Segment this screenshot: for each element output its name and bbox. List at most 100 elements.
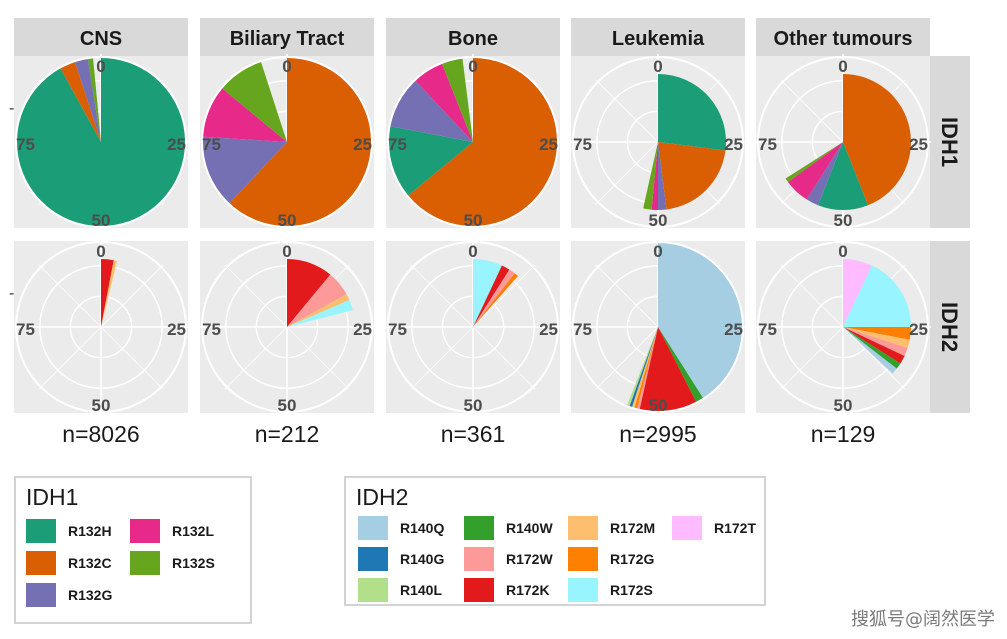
sample-size-label: n=8026 (62, 421, 139, 447)
pie-slice (843, 327, 910, 349)
angle-tick-label: 25 (353, 320, 372, 339)
pie-slice (843, 74, 911, 206)
angle-tick-label: 75 (388, 320, 407, 339)
legend-swatch (672, 516, 702, 540)
pie-slice (473, 265, 510, 327)
facet-strip-row (930, 56, 970, 228)
sample-size-label: n=361 (441, 421, 506, 447)
idh2-legend: IDH2 R140Q R140G R140L R140W R172W R172K… (344, 476, 766, 606)
pie-slice (441, 57, 473, 142)
facet-strip-label: Leukemia (612, 28, 705, 50)
angle-gridline-minor (410, 326, 474, 390)
angle-tick-label: 75 (16, 135, 35, 154)
pie-slice (634, 327, 658, 410)
legend-item-r132s: R132S (130, 551, 215, 575)
angle-tick-label: 50 (278, 396, 297, 415)
pie-slice (228, 57, 372, 228)
angle-tick-label: 75 (573, 135, 592, 154)
angle-tick-label: 75 (202, 320, 221, 339)
faceted-pie-chart: CNS Biliary Tract Bone Leukemia Other tumour… (9, 18, 970, 447)
angle-tick-label: 25 (724, 320, 743, 339)
angle-tick-label: 0 (96, 57, 105, 76)
pie-slice (101, 259, 114, 327)
legend-swatch (464, 547, 494, 571)
legend-label: R140Q (400, 520, 445, 536)
angle-tick-label: 0 (282, 242, 291, 261)
pie-slice (843, 327, 905, 364)
legend-swatch (568, 578, 598, 602)
legend-item-r140l: R140L (358, 578, 442, 602)
angle-tick-label: 75 (758, 135, 777, 154)
pie-slice (843, 327, 908, 356)
outer-gridline (757, 56, 929, 228)
pie-slice (60, 61, 101, 142)
angle-tick-label: 75 (202, 135, 221, 154)
angle-tick-label: 50 (464, 211, 483, 230)
legend-item-r132g: R132G (26, 583, 112, 607)
legend-swatch (568, 516, 598, 540)
legend-item-r172w: R172W (464, 547, 553, 571)
pie-slice (639, 327, 697, 412)
pie-slice (843, 327, 901, 369)
legend-item-r132l: R132L (130, 519, 214, 543)
angle-tick-label: 0 (653, 57, 662, 76)
pie-slice (843, 327, 897, 374)
facet-strip-label: IDH2 (937, 302, 962, 352)
angle-tick-label: 25 (909, 135, 928, 154)
angle-gridline-minor (595, 326, 659, 390)
legend-label: R172S (610, 582, 653, 598)
angle-tick-label: 0 (653, 242, 662, 261)
pie-slice (388, 126, 473, 197)
pie-slice (631, 327, 658, 409)
angle-gridline-minor (38, 264, 102, 328)
idh1-legend: IDH1 R132H R132C R132G R132L R132S (14, 476, 252, 624)
angle-tick-label: 75 (388, 135, 407, 154)
pie-slice (626, 327, 658, 407)
legend-item-r140g: R140G (358, 547, 444, 571)
angle-gridline-minor (595, 264, 659, 328)
angle-gridline-minor (100, 326, 164, 390)
angle-tick-label: 25 (539, 135, 558, 154)
legend-item-r140q: R140Q (358, 516, 444, 540)
legend-item-r172g: R172G (568, 547, 654, 571)
outer-gridline (387, 56, 559, 228)
pie-slice (287, 299, 353, 327)
pie-slice (87, 57, 101, 142)
angle-gridline-minor (224, 264, 288, 328)
sample-size-label: n=212 (255, 421, 320, 447)
pie-slice (817, 142, 869, 210)
outer-gridline (757, 241, 929, 413)
pie-slice (287, 294, 350, 327)
legend-label: R132G (68, 587, 113, 603)
legend-swatch (464, 516, 494, 540)
angle-tick-label: 0 (282, 57, 291, 76)
legend-item-r140w: R140W (464, 516, 553, 540)
legend-label: R140L (400, 582, 443, 598)
outer-gridline (15, 241, 187, 413)
angle-tick-label: 0 (838, 242, 847, 261)
angle-tick-label: 50 (649, 396, 668, 415)
legend-label: R172G (610, 551, 655, 567)
angle-tick-label: 0 (468, 57, 477, 76)
angle-tick-label: 25 (539, 320, 558, 339)
angle-tick-label: 0 (96, 242, 105, 261)
legend-label: R132L (172, 523, 215, 539)
angle-gridline-minor (38, 326, 102, 390)
pie-slice (785, 142, 843, 182)
pie-slice (843, 327, 912, 340)
angle-gridline-minor (595, 141, 659, 205)
angle-gridline-minor (472, 326, 536, 390)
legend-item-r172k: R172K (464, 578, 550, 602)
facet-strip-row (930, 241, 970, 413)
legend-swatch (358, 547, 388, 571)
angle-tick-label: 75 (16, 320, 35, 339)
radial-axis-tick: - (9, 100, 14, 117)
pie-slice (221, 61, 287, 142)
legend-item-r172t: R172T (672, 516, 756, 540)
pie-slice (787, 142, 843, 200)
angle-tick-label: 0 (468, 242, 477, 261)
facet-strip-column (200, 18, 374, 56)
pie-slice (651, 142, 658, 210)
angle-gridline-minor (842, 326, 906, 390)
angle-tick-label: 75 (758, 320, 777, 339)
